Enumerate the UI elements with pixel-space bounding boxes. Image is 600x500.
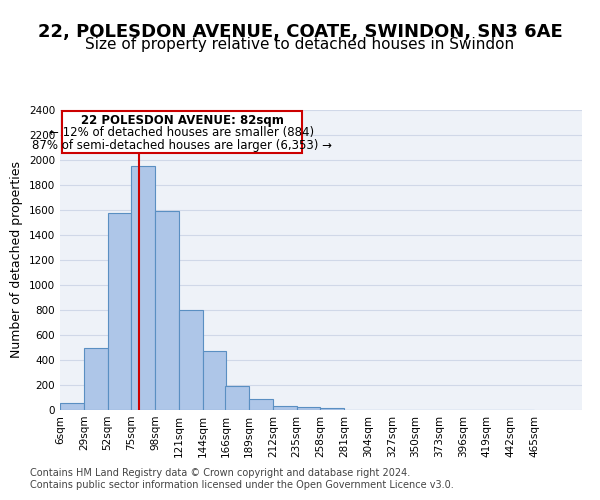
Text: ← 12% of detached houses are smaller (884): ← 12% of detached houses are smaller (88… xyxy=(49,126,314,139)
Text: 22, POLESDON AVENUE, COATE, SWINDON, SN3 6AE: 22, POLESDON AVENUE, COATE, SWINDON, SN3… xyxy=(38,22,562,40)
Text: Contains public sector information licensed under the Open Government Licence v3: Contains public sector information licen… xyxy=(30,480,454,490)
Text: Size of property relative to detached houses in Swindon: Size of property relative to detached ho… xyxy=(85,38,515,52)
Bar xyxy=(60,403,84,410)
Text: 22 POLESDON AVENUE: 82sqm: 22 POLESDON AVENUE: 82sqm xyxy=(80,114,283,127)
Bar xyxy=(273,406,297,410)
Bar xyxy=(320,408,344,410)
Bar xyxy=(155,211,179,410)
Y-axis label: Number of detached properties: Number of detached properties xyxy=(10,162,23,358)
Bar xyxy=(107,212,131,410)
Bar xyxy=(203,350,226,410)
Bar xyxy=(297,407,320,410)
Bar xyxy=(226,386,249,410)
Bar xyxy=(179,310,203,410)
Bar xyxy=(84,348,107,410)
Bar xyxy=(131,166,155,410)
FancyBboxPatch shape xyxy=(62,112,302,152)
Text: Contains HM Land Registry data © Crown copyright and database right 2024.: Contains HM Land Registry data © Crown c… xyxy=(30,468,410,477)
Text: 87% of semi-detached houses are larger (6,353) →: 87% of semi-detached houses are larger (… xyxy=(32,138,332,151)
Bar xyxy=(249,399,273,410)
